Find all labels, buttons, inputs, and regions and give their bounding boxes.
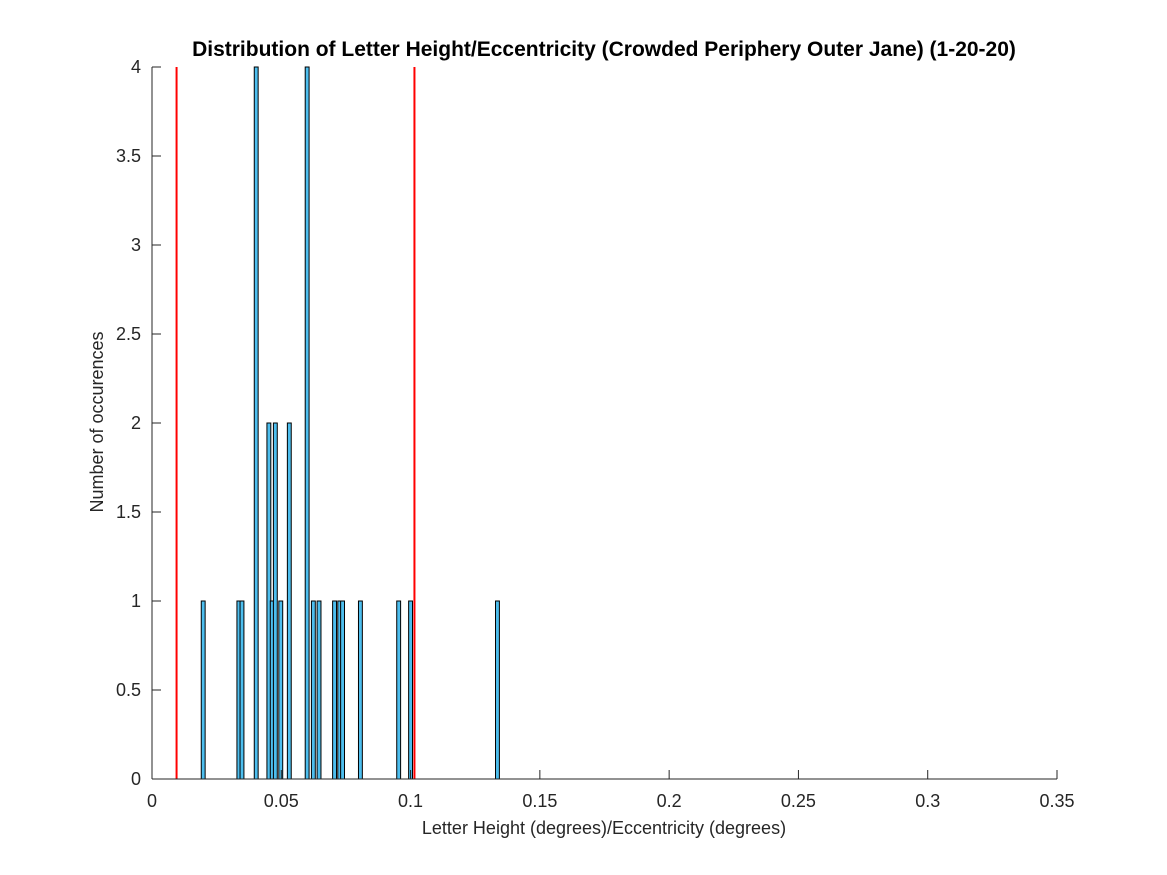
histogram-bar — [408, 600, 414, 780]
x-tick-label: 0.25 — [781, 791, 816, 811]
histogram-bar — [357, 600, 363, 780]
x-tick-label: 0.1 — [398, 791, 423, 811]
y-tick-label: 2.5 — [116, 324, 141, 344]
histogram-bar — [286, 422, 292, 780]
x-tick-label: 0.2 — [657, 791, 682, 811]
histogram-bar — [272, 422, 278, 780]
y-tick-label: 0.5 — [116, 680, 141, 700]
y-tick-label: 3.5 — [116, 146, 141, 166]
histogram-bar — [316, 600, 322, 780]
bars-layer — [200, 66, 500, 780]
histogram-bar — [304, 66, 310, 780]
chart-title: Distribution of Letter Height/Eccentrici… — [192, 38, 1016, 61]
reference-lines-layer — [175, 67, 416, 779]
histogram-bar — [310, 600, 316, 780]
histogram-bar — [332, 600, 337, 780]
histogram-bar — [239, 600, 245, 780]
y-tick-label: 1.5 — [116, 502, 141, 522]
x-tick-label: 0.3 — [915, 791, 940, 811]
histogram-bar — [495, 600, 500, 780]
y-tick-label: 4 — [131, 57, 141, 77]
ticks-layer: 0 0.05 0.1 0.15 0.2 0.25 0.3 0.35 0 0.5 1 1.5 2 2.5 3 3… — [116, 57, 1075, 811]
x-axis-label: Letter Height (degrees)/Eccentricity (de… — [422, 818, 786, 838]
x-tick-label: 0.05 — [264, 791, 299, 811]
x-tick-label: 0 — [147, 791, 157, 811]
y-tick-label: 3 — [131, 235, 141, 255]
histogram-bar — [340, 600, 346, 780]
y-tick-label: 0 — [131, 769, 141, 789]
histogram-bar — [278, 600, 284, 780]
histogram-bar — [396, 600, 402, 780]
histogram-bar — [253, 66, 259, 780]
y-tick-label: 1 — [131, 591, 141, 611]
x-tick-label: 0.15 — [522, 791, 557, 811]
x-tick-label: 0.35 — [1039, 791, 1074, 811]
y-tick-label: 2 — [131, 413, 141, 433]
y-axis-label: Number of occurences — [87, 331, 107, 512]
histogram-bar — [200, 600, 206, 780]
